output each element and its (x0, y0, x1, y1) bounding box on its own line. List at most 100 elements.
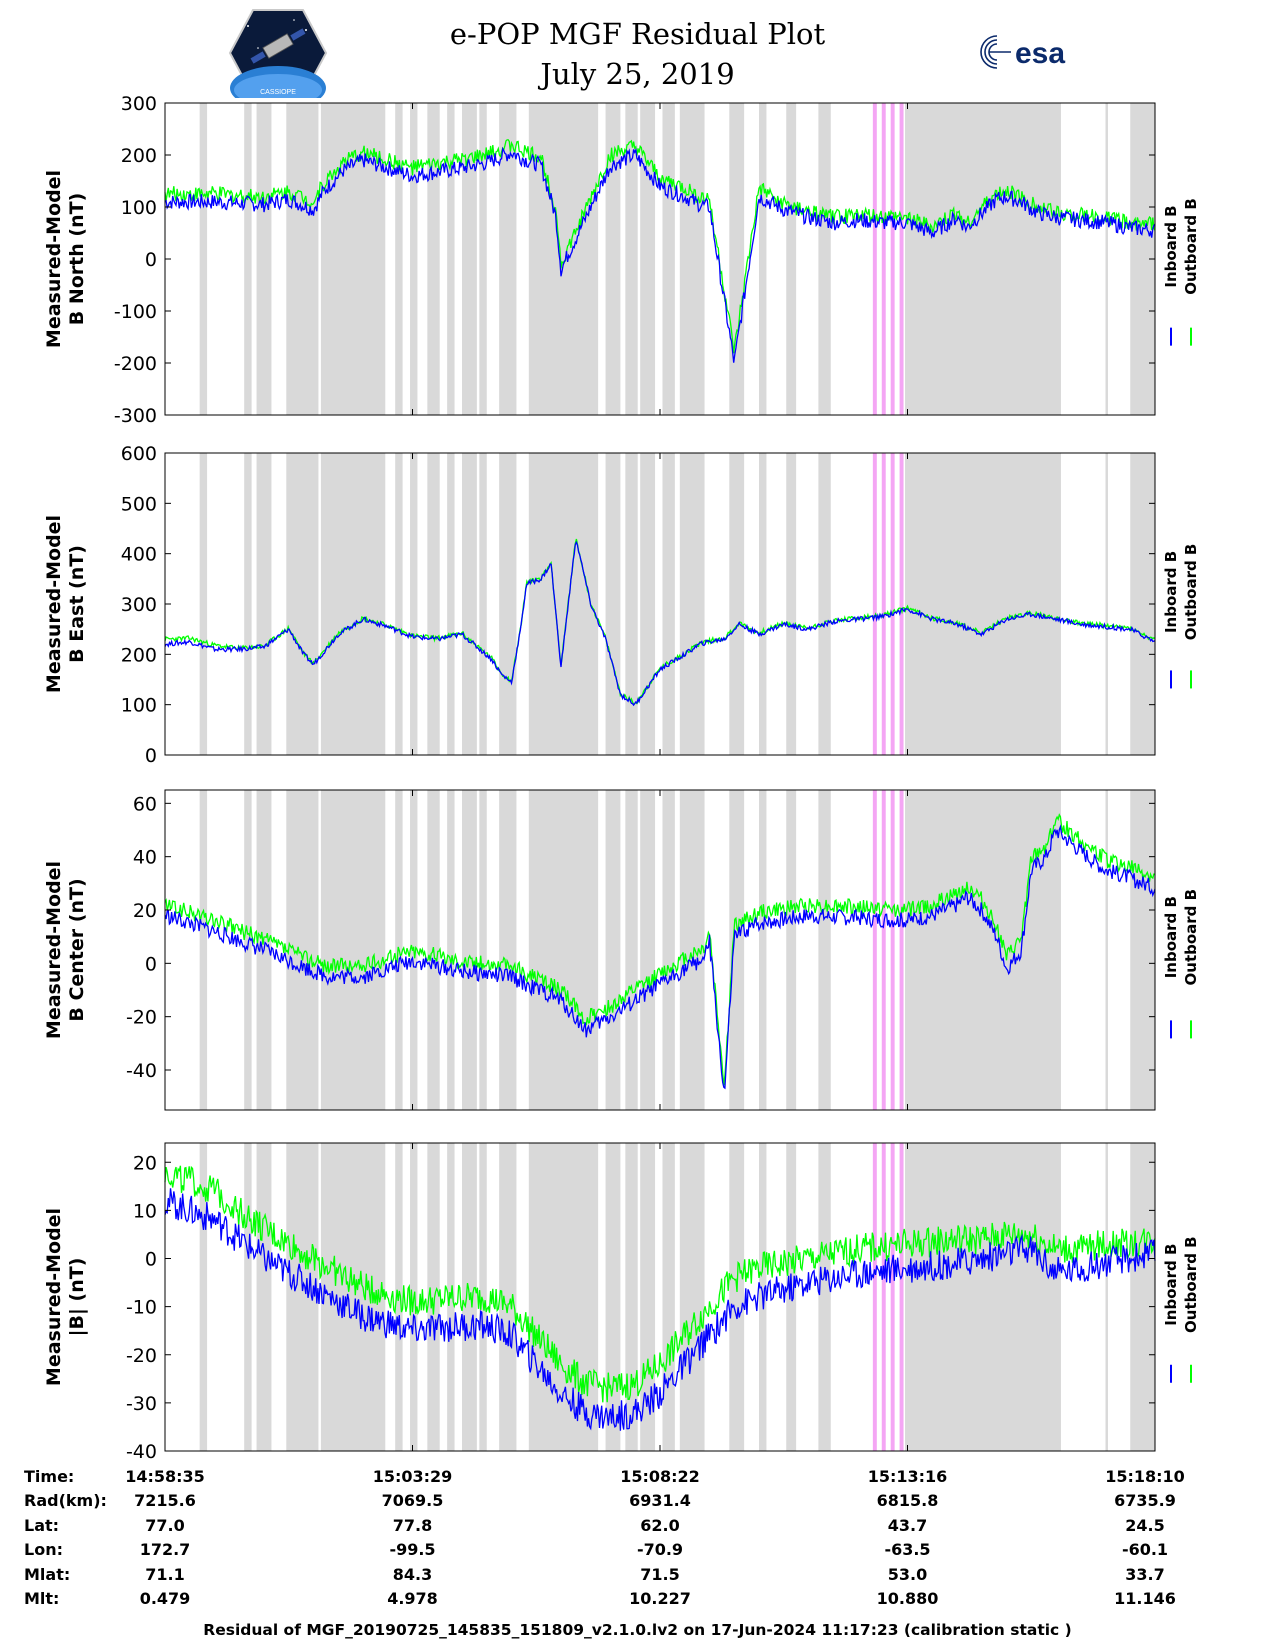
data-gap-band (625, 103, 638, 415)
highlight-band (899, 453, 904, 755)
panel-2: 600 500 400 300 200 100 0 Measured-ModelB East … (43, 443, 1200, 767)
data-gap-band (286, 790, 319, 1110)
data-gap-band (462, 103, 477, 415)
data-gap-band (1130, 1143, 1155, 1451)
y-tick-label: -30 (126, 1393, 157, 1415)
orbit-cell: 7069.5 (381, 1491, 444, 1511)
y-tick-label: -20 (126, 1345, 157, 1367)
legend-label-outboard: Outboard B (1182, 889, 1200, 986)
data-gap-band (759, 103, 767, 415)
orbit-row-label: Lat: (24, 1515, 60, 1535)
orbit-cell: -63.5 (884, 1540, 931, 1560)
data-gap-band (729, 1143, 745, 1451)
data-gap-band (528, 453, 599, 755)
data-gap-band (605, 1143, 621, 1451)
y-tick-label: 60 (133, 793, 157, 815)
y-tick-label: 300 (121, 594, 157, 616)
y-axis-label: Measured-ModelB East (nT) (43, 515, 88, 693)
y-tick-label: 0 (145, 953, 157, 975)
data-gap-band (479, 1143, 487, 1451)
y-tick-label: 300 (121, 93, 157, 115)
data-gap-band (1105, 103, 1108, 415)
data-gap-band (640, 790, 656, 1110)
panel-1: 300 200 100 0 -100 -200 -300 Measured-ModelB No… (43, 93, 1200, 427)
highlight-band (890, 103, 895, 415)
data-gap-band (729, 453, 745, 755)
data-gap-band (479, 103, 487, 415)
y-tick-label: -10 (126, 1297, 157, 1319)
y-axis-label-line-2: B Center (nT) (66, 878, 88, 1021)
data-gap-band (786, 1143, 797, 1451)
data-gap-band (679, 1143, 705, 1451)
y-tick-label: -100 (114, 301, 157, 323)
orbit-cell: -60.1 (1121, 1540, 1169, 1560)
data-gap-band (410, 453, 418, 755)
y-tick-label: 600 (121, 443, 157, 465)
data-gap-band (818, 790, 831, 1110)
y-tick-label: 100 (121, 695, 157, 717)
data-gap-band (427, 103, 440, 415)
orbit-cell: -70.9 (636, 1540, 684, 1560)
title-line-1: e-POP MGF Residual Plot (449, 17, 826, 51)
data-gap-band (499, 1143, 517, 1451)
y-tick-label: 200 (121, 644, 157, 666)
data-gap-band (256, 103, 272, 415)
data-gap-band (759, 453, 767, 755)
series-inboard-line (164, 1188, 1156, 1431)
data-gap-band (447, 453, 455, 755)
y-tick-label: -40 (126, 1060, 157, 1082)
data-gap-band (320, 103, 386, 415)
orbit-cell: 10.227 (629, 1589, 691, 1608)
data-gap-band (286, 103, 319, 415)
data-gap-band (605, 453, 621, 755)
plot-title: e-POP MGF Residual Plot July 25, 2019 (0, 14, 1275, 94)
y-tick-label: -200 (114, 353, 157, 375)
legend-label-outboard: Outboard B (1182, 1236, 1200, 1333)
data-gap-band (256, 1143, 272, 1451)
data-gap-band (286, 453, 319, 755)
y-tick-label: 400 (121, 544, 157, 566)
data-gap-band (528, 103, 599, 415)
y-tick-label: 200 (121, 145, 157, 167)
data-gap-band (410, 103, 418, 415)
orbit-cell: 6931.4 (629, 1491, 691, 1511)
data-gap-band (662, 790, 675, 1110)
y-tick-label: -20 (126, 1007, 157, 1029)
orbit-cell: 77.8 (392, 1515, 433, 1535)
data-gap-band (662, 103, 675, 415)
data-gap-band (818, 103, 831, 415)
panel-4: 20 10 0 -10 -20 -30 -40 Measured-Model|B| (nT) I… (43, 1142, 1200, 1463)
data-gap-band (759, 790, 767, 1110)
data-gap-band (640, 453, 656, 755)
orbit-cell: 15:03:29 (372, 1467, 453, 1486)
data-gap-band (528, 1143, 599, 1451)
orbit-cell: 10.880 (876, 1589, 939, 1608)
residual-chart: 300 200 100 0 -100 -200 -30 0 Measured-ModelB No… (43, 93, 1200, 1463)
orbit-cell: 71.5 (640, 1564, 680, 1584)
data-gap-band (1105, 1143, 1108, 1451)
orbit-cell: 0.479 (139, 1589, 191, 1608)
orbit-cell: 6815.8 (876, 1491, 939, 1511)
orbit-cell: 62.0 (640, 1515, 680, 1535)
orbit-cell: 15:18:10 (1105, 1467, 1185, 1486)
data-gap-band (1130, 790, 1155, 1110)
title-line-2: July 25, 2019 (540, 57, 735, 91)
orbit-cell: 15:08:22 (620, 1467, 700, 1486)
data-gap-band (679, 103, 705, 415)
footer-caption: Residual of MGF_20190725_145835_151809_v… (203, 1621, 1072, 1639)
data-gap-band (479, 453, 487, 755)
orbit-cell: 33.7 (1125, 1564, 1165, 1584)
orbit-cell: -99.5 (389, 1540, 436, 1560)
esa-logo: esa (980, 35, 1065, 70)
orbit-cell: 53.0 (887, 1564, 928, 1584)
orbit-cell: 24.5 (1125, 1515, 1165, 1535)
data-gap-band (905, 1143, 1061, 1451)
y-axis-label: Measured-ModelB North (nT) (43, 170, 88, 348)
data-gap-band (320, 790, 386, 1110)
orbit-cell: 14:58:35 (125, 1467, 205, 1486)
y-tick-label: 0 (145, 249, 157, 271)
y-axis-label: Measured-ModelB Center (nT) (43, 861, 88, 1039)
data-gap-band (818, 453, 831, 755)
data-gap-band (729, 103, 745, 415)
data-gap-band (199, 1143, 208, 1451)
